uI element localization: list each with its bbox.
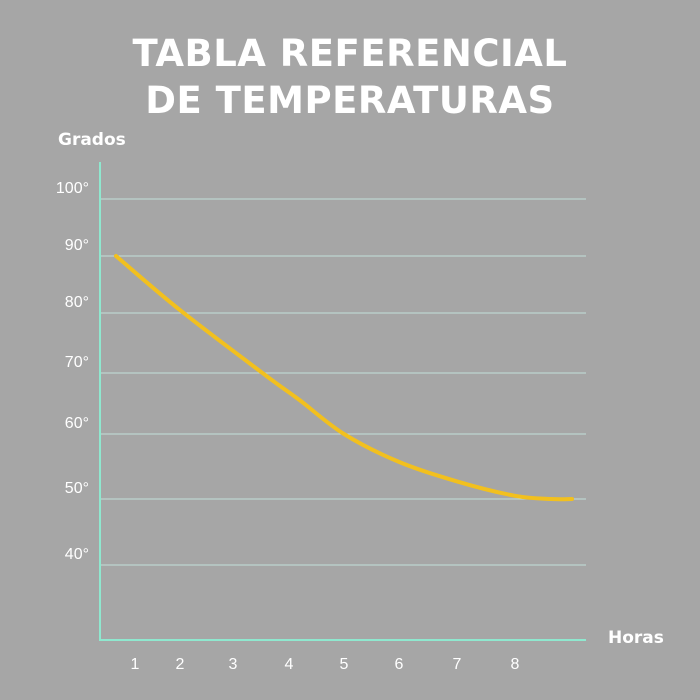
x-tick-labels: 1 2 3 4 5 6 7 8 bbox=[131, 656, 520, 673]
x-tick-label-4: 4 bbox=[285, 656, 294, 673]
x-tick-label-1: 1 bbox=[131, 656, 140, 673]
x-tick-label-6: 6 bbox=[395, 656, 404, 673]
axes bbox=[99, 162, 586, 641]
x-tick-label-3: 3 bbox=[229, 656, 238, 673]
y-tick-labels: 100° 90° 80° 70° 60° 50° 40° bbox=[56, 180, 89, 563]
y-tick-label-60: 60° bbox=[65, 415, 89, 432]
y-tick-label-40: 40° bbox=[65, 546, 89, 563]
y-tick-label-90: 90° bbox=[65, 237, 89, 254]
chart-title: TABLA REFERENCIAL DE TEMPERATURAS bbox=[0, 30, 700, 124]
y-tick-label-70: 70° bbox=[65, 354, 89, 371]
series bbox=[114, 254, 574, 502]
x-axis-title: Horas bbox=[608, 628, 664, 648]
x-tick-label-8: 8 bbox=[511, 656, 520, 673]
y-tick-label-50: 50° bbox=[65, 480, 89, 497]
series-line-0 bbox=[114, 254, 574, 502]
grid-lines bbox=[100, 198, 586, 566]
x-tick-label-7: 7 bbox=[453, 656, 462, 673]
x-tick-label-2: 2 bbox=[176, 656, 185, 673]
x-tick-label-5: 5 bbox=[340, 656, 349, 673]
y-tick-label-100: 100° bbox=[56, 180, 89, 197]
chart-title-line-1: TABLA REFERENCIAL bbox=[132, 32, 568, 75]
y-axis-title: Grados bbox=[58, 130, 126, 150]
y-tick-label-80: 80° bbox=[65, 294, 89, 311]
chart-title-line-2: DE TEMPERATURAS bbox=[145, 79, 555, 122]
